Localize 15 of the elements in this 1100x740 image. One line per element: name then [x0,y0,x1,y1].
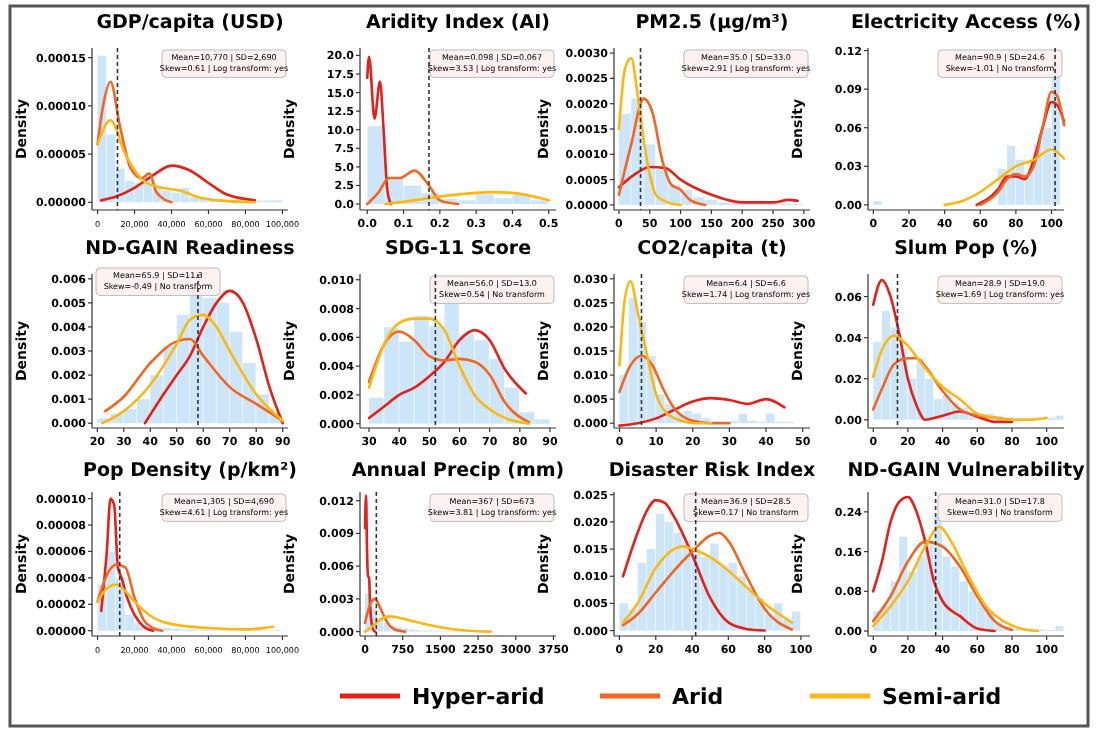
chart-title: Electricity Access (%) [850,12,1082,34]
chart-title: GDP/capita (USD) [96,12,284,34]
legend-label: Hyper-arid [412,684,545,710]
chart-title: ND-GAIN Vulnerability [847,460,1087,482]
chart-title: ND-GAIN Readiness [85,238,296,260]
chart-title: Slum Pop (%) [894,238,1038,260]
chart-title: Aridity Index (AI) [366,12,550,34]
legend-label: Arid [672,684,724,710]
chart-title: Disaster Risk Index [608,460,816,482]
chart-title: Pop Density (p/km²) [83,460,297,482]
chart-title: PM2.5 (µg/m³) [635,12,789,34]
chart-title: Annual Precip (mm) [351,460,565,482]
legend-label: Semi-arid [882,684,1002,710]
chart-title: SDG-11 Score [384,238,532,260]
chart-title: CO2/capita (t) [637,238,787,260]
